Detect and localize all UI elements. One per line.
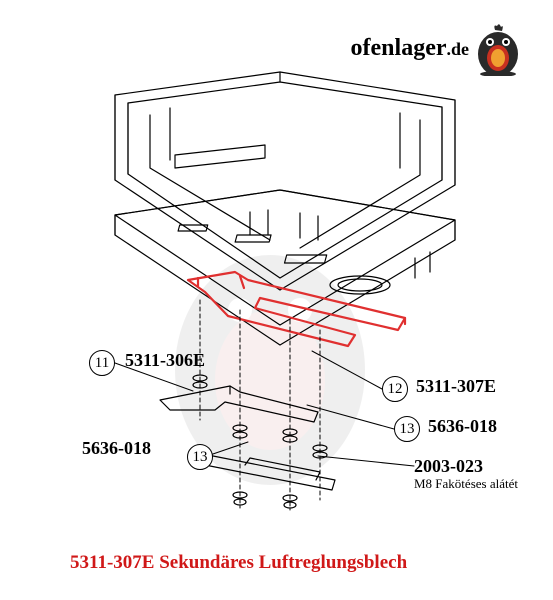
balloon-11-num: 11	[95, 355, 109, 372]
balloon-13l-num: 13	[193, 449, 208, 466]
sublabel-m8: M8 Fakötéses alátét	[414, 476, 518, 492]
exploded-diagram	[0, 0, 553, 600]
label-5311-307e: 5311-307E	[416, 376, 496, 397]
balloon-13-right: 13	[394, 416, 420, 442]
label-5636-018-right: 5636-018	[428, 416, 497, 437]
figure-title: 5311-307E Sekundäres Luftreglungsblech	[70, 552, 407, 574]
label-5311-306e: 5311-306E	[125, 350, 205, 371]
balloon-12: 12	[382, 376, 408, 402]
balloon-12-num: 12	[388, 381, 403, 398]
balloon-13-left: 13	[187, 444, 213, 470]
label-5636-018-left: 5636-018	[82, 438, 151, 459]
label-2003-023: 2003-023	[414, 456, 483, 477]
balloon-13r-num: 13	[400, 421, 415, 438]
balloon-11: 11	[89, 350, 115, 376]
